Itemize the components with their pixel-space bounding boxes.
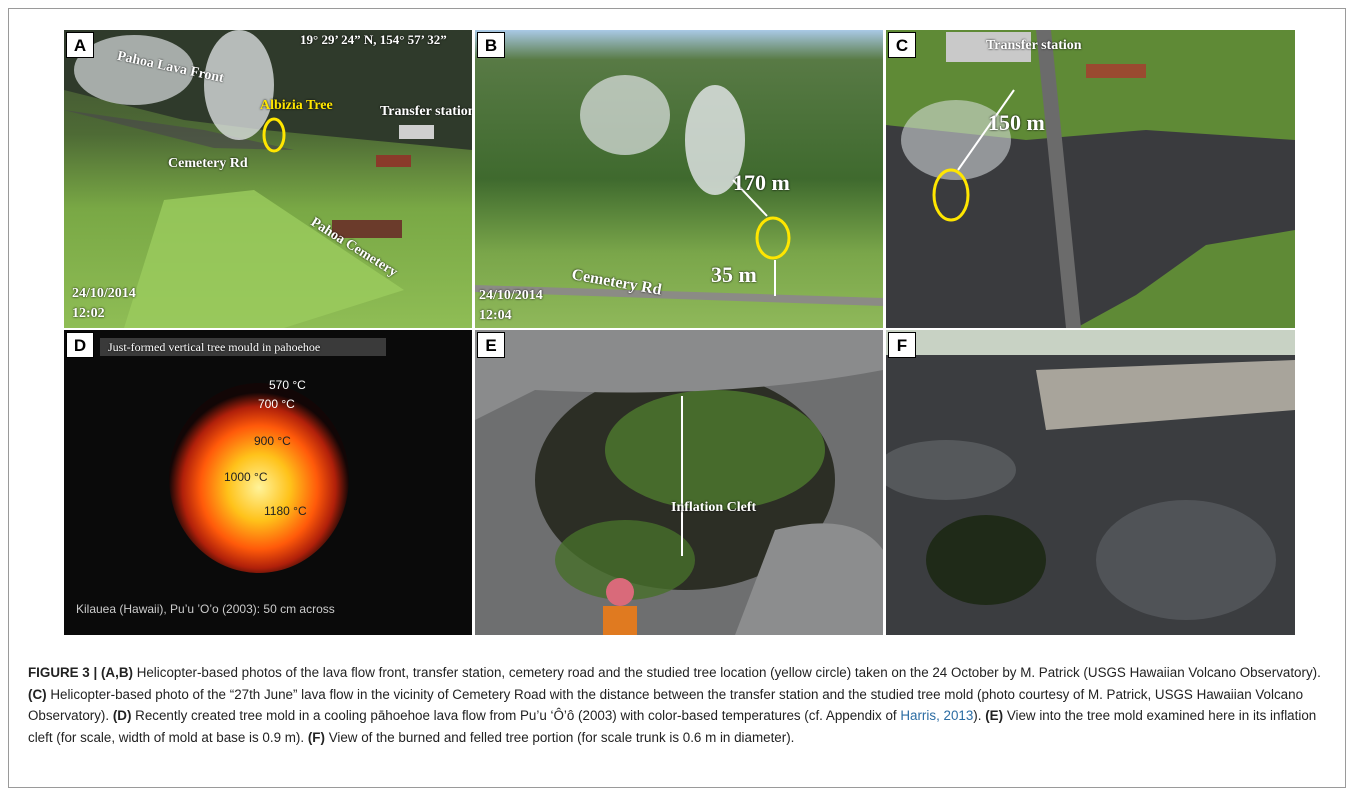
photo-label: 700 °C xyxy=(258,397,295,411)
photo xyxy=(64,30,472,328)
panel-letter: E xyxy=(477,332,505,358)
citation-link[interactable]: Harris, 2013 xyxy=(900,708,974,724)
caption-text: Recently created tree mold in a cooling … xyxy=(135,708,897,724)
caption-text: ). xyxy=(973,708,982,724)
photo-c: C Transfer station 150 m xyxy=(886,30,1295,328)
photo-label: 1180 °C xyxy=(264,504,307,518)
figure-caption: FIGURE 3 | (A,B) Helicopter-based photos… xyxy=(28,662,1328,748)
photo-d: D Just-formed vertical tree mould in pah… xyxy=(64,330,472,635)
photo xyxy=(886,30,1295,328)
photo-label: 570 °C xyxy=(269,378,306,392)
caption-text: View into the tree mold examined here in… xyxy=(28,708,1317,745)
photo-b: B 170 m 35 m Cemetery Rd 24/10/2014 12:0… xyxy=(475,30,883,328)
photo-label: 12:02 xyxy=(72,306,105,321)
photo-label: 1000 °C xyxy=(224,470,268,484)
panel-letter: B xyxy=(477,32,505,58)
photo-label: Transfer station xyxy=(380,104,472,119)
caption-ref: (F) xyxy=(307,729,325,745)
photo-label: Cemetery Rd xyxy=(168,156,248,171)
photo-label: Kilauea (Hawaii), Pu’u ’O’o (2003): 50 c… xyxy=(76,602,335,616)
photo xyxy=(64,330,472,635)
panel-letter: A xyxy=(66,32,94,58)
photo xyxy=(475,30,883,328)
photo-label: Just-formed vertical tree mould in pahoe… xyxy=(108,340,321,354)
caption-ref: (C) xyxy=(28,686,47,702)
caption-ref: (A,B) xyxy=(100,665,133,680)
caption-ref: (E) xyxy=(985,708,1004,724)
panel-letter: F xyxy=(888,332,916,358)
photo-label: 150 m xyxy=(988,110,1045,135)
photo-label: 19° 29’ 24” N, 154° 57’ 32” xyxy=(300,32,447,47)
photo-a: A 19° 29’ 24” N, 154° 57’ 32” Pahoa Lava… xyxy=(64,30,472,328)
caption-ref: (D) xyxy=(112,708,132,724)
photo-label: 35 m xyxy=(711,262,757,287)
photo-label: 12:04 xyxy=(479,308,512,323)
panel-letter: D xyxy=(66,332,94,358)
caption-text: Helicopter-based photo of the “27th June… xyxy=(28,686,1304,724)
caption-text: View of the burned and felled tree porti… xyxy=(328,729,795,745)
photo xyxy=(886,330,1295,635)
photo xyxy=(475,330,883,635)
photo-e: E Inflation Cleft xyxy=(475,330,883,635)
photo-label: Transfer station xyxy=(986,38,1082,53)
figure-label: FIGURE 3 | xyxy=(28,665,98,680)
photo-label: 24/10/2014 xyxy=(72,286,136,301)
figure xyxy=(8,8,1346,788)
photo-label: Inflation Cleft xyxy=(671,500,757,515)
photo-label: 24/10/2014 xyxy=(479,288,543,303)
caption-text: Helicopter-based photos of the lava flow… xyxy=(136,665,1321,680)
photo-label: Albizia Tree xyxy=(260,98,333,113)
panel-letter: C xyxy=(888,32,916,58)
photo-label: 900 °C xyxy=(254,434,291,448)
photo-f: F xyxy=(886,330,1295,635)
photo-label: 170 m xyxy=(733,170,790,195)
